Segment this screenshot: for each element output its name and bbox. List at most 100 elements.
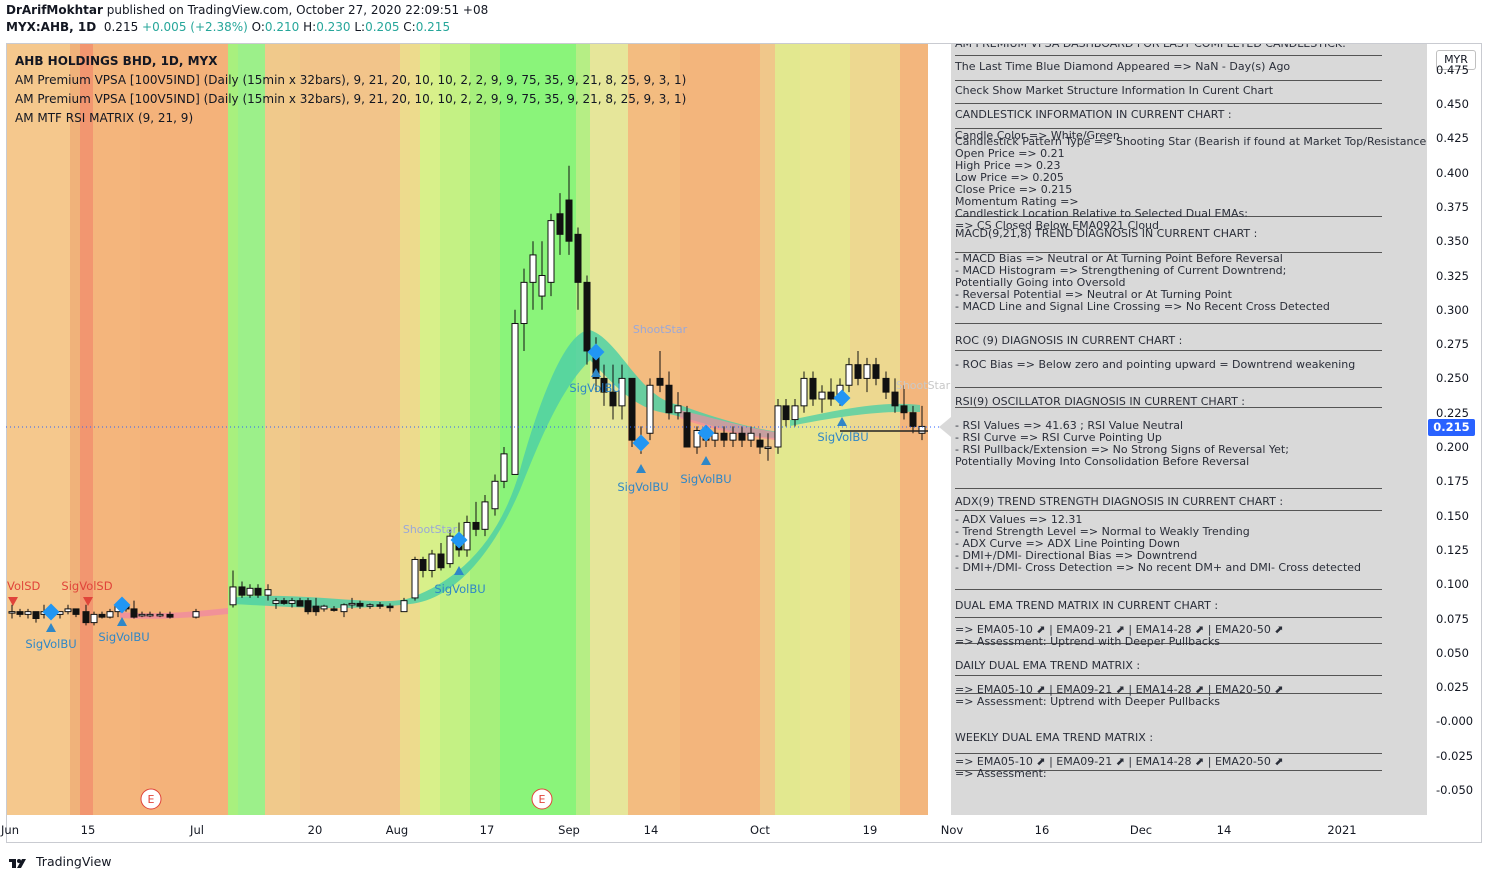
candle-up [428,553,436,571]
dashboard-pointer [939,417,951,437]
dashboard-separator [955,387,1382,388]
price-tick-label: 0.350 [1436,234,1469,249]
blue-diamond-icon [632,434,650,452]
dashboard-line: Check Show Market Structure Information … [955,84,1274,97]
candles [8,165,926,626]
candle-up [729,432,737,441]
dashboard-line: ROC (9) DIAGNOSIS IN CURRENT CHART : [955,334,1183,347]
candle-up [138,613,146,617]
signal-label: ShootStar [633,323,688,336]
blue-diamond-icon [42,603,60,621]
close-label: C: [403,20,416,34]
dashboard-separator [955,350,1382,351]
dashboard-separator [955,617,1382,618]
price-tick-label: 0.300 [1436,302,1469,317]
candle-up [90,613,98,624]
dashboard-separator [955,323,1382,324]
trend-band [265,44,300,815]
candle-up [511,323,519,475]
candle-down [437,553,445,569]
candle-up [156,613,164,617]
candle-down [574,233,582,283]
candle-down [827,391,835,400]
candle-up [818,391,826,400]
earnings-icon [140,788,162,810]
trend-band [576,44,590,815]
published-text: published on TradingView.com, October 27… [106,3,489,17]
time-tick-label: Nov [940,823,964,837]
blue-diamond-icon [113,596,131,614]
candle-up [400,600,408,613]
dashboard-line: Candle Color => White/Green [955,129,1120,142]
candle-up [192,611,200,618]
legend-indicator-2[interactable]: AM Premium VPSA [100V5IND] (Daily (15min… [15,92,687,106]
dashboard-line: => Assessment: [955,767,1047,780]
dashboard-separator [955,252,1382,253]
candle-down [720,432,728,441]
trend-band [70,44,80,815]
trend-band [300,44,400,815]
signal-label: SigVolBU [817,430,868,444]
candle-up [547,220,555,283]
candle-up [491,480,499,510]
dashboard-line: => CS Closed Below EMA0921 Cloud [955,219,1160,232]
time-tick-label: 17 [479,823,495,837]
signal-label: SigVolBU [569,381,620,395]
signal-label: SigVolBU [98,630,149,644]
candle-up [411,559,419,599]
blue-diamond-icon [833,389,851,407]
symbol: MYX:AHB, 1D [6,20,97,34]
price-tick-label: 0.175 [1436,474,1469,489]
triangle-up-icon [117,617,127,626]
candle-up [340,604,348,613]
dashboard-line: - Trend Strength Level => Normal to Weak… [955,525,1250,538]
dashboard-line: RSI(9) OSCILLATOR DIAGNOSIS IN CURRENT C… [955,395,1245,408]
candle-down [609,391,617,407]
triangle-up-icon [837,417,847,426]
price-tick-label: 0.400 [1436,165,1469,180]
price-tick-label: 0.425 [1436,131,1469,146]
open-value: 0.210 [264,20,300,34]
candle-down [304,600,312,613]
close-value: 0.215 [415,20,451,34]
dashboard-line: Close Price => 0.215 [955,183,1073,196]
dashboard-line: - DMI+/DMI- Cross Detection => No recent… [955,561,1362,574]
tradingview-logo-icon [9,858,26,868]
blue-diamond-icon [587,343,605,361]
candle-up [366,604,374,607]
legend-indicator-1[interactable]: AM Premium VPSA [100V5IND] (Daily (15min… [15,73,687,87]
currency-label[interactable]: MYR [1436,50,1476,70]
candle-down [809,377,817,400]
time-tick-label: Dec [1129,823,1153,837]
candle-up [64,608,72,613]
dashboard-separator [955,103,1382,104]
vpsa-dashboard: AM PREMIUM VPSA DASHBOARD FOR LAST COMPL… [951,44,1427,815]
dashboard-line: - MACD Bias => Neutral or At Turning Poi… [955,252,1283,265]
candle-down [683,412,691,448]
candle-down [296,600,304,607]
price-tick-label: 0.200 [1436,440,1469,454]
candle-down [665,384,673,414]
dashboard-separator [955,55,1382,56]
candle-up [481,501,489,530]
trend-band [850,44,900,815]
candle-down [98,613,106,618]
candle-down [556,213,564,235]
tradingview-footer[interactable]: TradingView [8,854,112,869]
dashboard-line: MACD(9,21,8) TREND DIAGNOSIS IN CURRENT … [955,227,1258,240]
price-tick-label: 0.100 [1436,577,1469,592]
time-tick-label: 20 [307,823,323,837]
legend-symbol[interactable]: AHB HOLDINGS BHD, 1D, MYX [15,54,218,68]
triangle-up-icon [701,456,711,465]
dashboard-line: - RSI Curve => RSI Curve Pointing Up [955,431,1162,444]
candle-up [288,600,296,604]
dashboard-separator [955,216,1382,217]
open-label: O: [251,20,265,34]
candle-up [264,589,272,596]
legend-indicator-3[interactable]: AM MTF RSI MATRIX (9, 21, 9) [15,111,194,125]
dashboard-line: => EMA05-10 ⬈ | EMA09-21 ⬈ | EMA14-28 ⬈ … [955,683,1284,696]
price-tick-label: -0.050 [1436,783,1474,797]
author[interactable]: DrArifMokhtar [6,3,103,17]
dashboard-separator [955,80,1382,81]
